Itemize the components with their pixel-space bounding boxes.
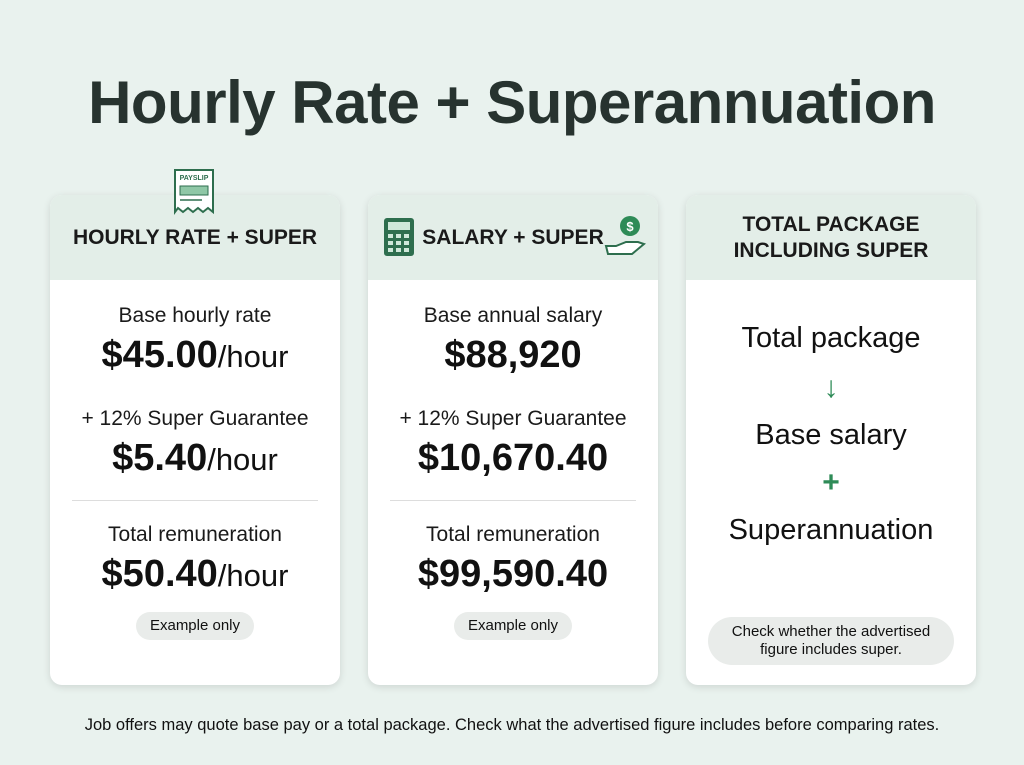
label: Total remuneration bbox=[108, 523, 282, 546]
label: Base hourly rate bbox=[118, 304, 272, 327]
icon-text: $ bbox=[626, 219, 634, 234]
flow-arrow: ↓ bbox=[823, 371, 839, 404]
divider bbox=[390, 500, 636, 501]
label: Base annual salary bbox=[423, 304, 603, 327]
unit: /hour bbox=[217, 339, 289, 374]
badge: Example only bbox=[136, 612, 254, 640]
amount-value: $45.00 bbox=[101, 334, 218, 376]
amount: $10,670.40 bbox=[417, 437, 609, 479]
card: HOURLY RATE + SUPER Base hourly rate $45… bbox=[50, 195, 340, 685]
badge: Example only bbox=[454, 612, 572, 640]
flow-item: Base salary bbox=[755, 419, 907, 451]
payslip-icon: PAYSLIP bbox=[174, 169, 214, 215]
card-header: SALARY + SUPER bbox=[368, 195, 658, 280]
amount: $45.00/hour bbox=[50, 334, 340, 377]
icon-text: PAYSLIP bbox=[180, 175, 209, 182]
flow-item: Superannuation bbox=[728, 514, 934, 546]
card: TOTAL PACKAGE INCLUDING SUPER Total pack… bbox=[686, 195, 976, 685]
divider bbox=[72, 500, 318, 501]
money-hand-icon: $ bbox=[604, 216, 647, 255]
footer: Job offers may quote base pay or a total… bbox=[84, 716, 940, 734]
header-text: TOTAL PACKAGE INCLUDING SUPER bbox=[733, 212, 929, 262]
flow-item: Total package bbox=[741, 322, 921, 354]
card-header: TOTAL PACKAGE INCLUDING SUPER bbox=[686, 195, 976, 280]
amount: $5.40/hour bbox=[50, 437, 340, 480]
title: Hourly Rate + Superannuation bbox=[88, 69, 936, 136]
unit: /hour bbox=[217, 558, 289, 593]
label: Total remuneration bbox=[426, 523, 600, 546]
calculator-icon bbox=[384, 218, 414, 256]
amount-value: $50.40 bbox=[101, 553, 218, 595]
header-text: SALARY + SUPER bbox=[422, 225, 604, 249]
amount: $88,920 bbox=[444, 334, 582, 376]
note: Check whether the advertised figure incl… bbox=[708, 617, 954, 665]
flow: Total package ↓ Base salary + Superannua… bbox=[686, 322, 976, 547]
amount: $50.40/hour bbox=[50, 553, 340, 596]
unit: /hour bbox=[207, 442, 278, 477]
label: + 12% Super Guarantee bbox=[399, 407, 627, 430]
label: + 12% Super Guarantee bbox=[81, 407, 309, 430]
header-text: HOURLY RATE + SUPER bbox=[72, 225, 318, 249]
amount: $99,590.40 bbox=[417, 553, 609, 595]
amount-value: $5.40 bbox=[112, 437, 208, 479]
flow-plus: + bbox=[822, 466, 840, 499]
card: SALARY + SUPER Base annual salary $88,92… bbox=[368, 195, 658, 685]
